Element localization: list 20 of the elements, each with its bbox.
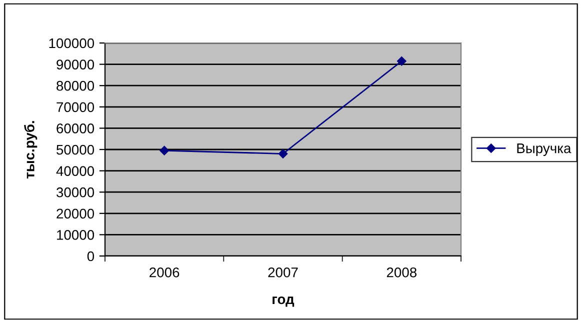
point — [160, 146, 169, 156]
x-tick-label: 2008 — [386, 267, 417, 278]
y-tick-label: 10000 — [57, 230, 94, 240]
point — [397, 56, 406, 66]
y-tick-label: 100000 — [49, 38, 94, 48]
y-tick-label: 40000 — [56, 166, 94, 176]
x-axis-title: год — [272, 296, 294, 307]
y-tick-label: 70000 — [56, 102, 94, 112]
y-tick-label: 0 — [87, 251, 94, 262]
y-axis-title: тыс.руб. — [24, 121, 38, 178]
point — [278, 149, 288, 158]
y-tick-label: 80000 — [56, 80, 94, 91]
y-tick-label: 20000 — [56, 208, 94, 219]
x-tick-label: 2007 — [268, 267, 298, 278]
y-tick-label: 60000 — [56, 124, 94, 134]
y-tick-label: 30000 — [56, 187, 94, 198]
legend-label: Выручка — [517, 144, 572, 156]
y-tick-label: 90000 — [56, 60, 94, 70]
x-tick-label: 2006 — [150, 267, 180, 278]
y-tick-label: 50000 — [56, 144, 94, 155]
